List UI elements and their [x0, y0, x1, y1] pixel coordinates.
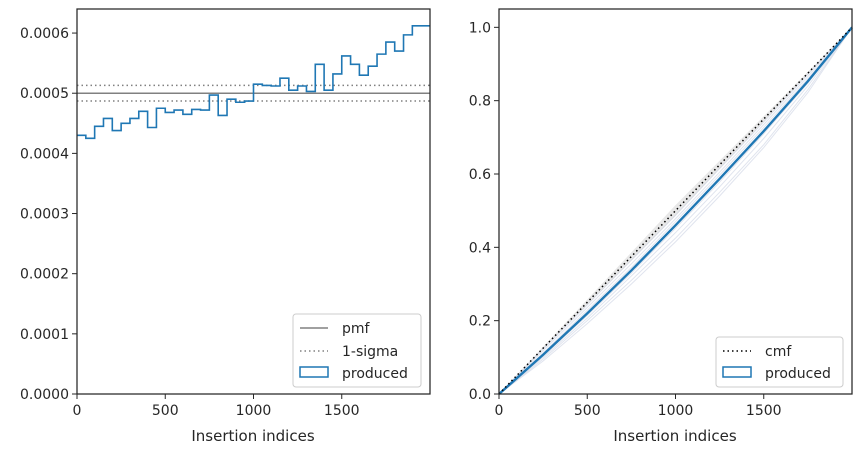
left-legend-box [292, 313, 422, 388]
right-plot-background [499, 9, 852, 394]
background-sample-line [498, 26, 853, 395]
legend-produced-swatch [299, 366, 329, 378]
right-chart-panel: 0 500 1000 1500 0.0 0.2 0.4 0.6 0.8 1.0 Insertio… [469, 8, 853, 445]
left-y-tick-label: 0.0002 [20, 267, 69, 283]
background-sample-line [498, 26, 853, 395]
right-y-tick-label: 1.0 [469, 20, 491, 36]
left-chart-panel: 0 500 1000 1500 0.00000.00010.00020.00030.0… [20, 8, 431, 445]
legend-produced-label-right: produced [765, 366, 831, 382]
right-y-tick-label: 0.0 [469, 387, 491, 403]
right-y-tick-label: 0.4 [469, 240, 491, 256]
right-series [498, 26, 853, 395]
left-y-tick-label: 0.0000 [20, 387, 69, 403]
left-x-tick-label: 500 [152, 403, 179, 419]
left-y-tick-label: 0.0006 [20, 26, 69, 42]
background-sample-line [498, 27, 853, 395]
right-legend: cmf produced [715, 336, 844, 388]
left-legend: pmf 1-sigma produced [292, 313, 422, 388]
right-y-tick-label: 0.6 [469, 167, 491, 183]
legend-1-sigma-label: 1-sigma [342, 344, 398, 360]
right-x-axis-label: Insertion indices [613, 427, 736, 445]
right-y-tick-label: 0.8 [469, 94, 491, 110]
legend-produced-label: produced [342, 366, 408, 382]
left-y-ticks: 0.0000 0.0001 0.0002 0.0003 0.0004 0.0005 0.00… [20, 26, 77, 403]
background-sample-line [498, 27, 853, 395]
right-x-tick-label: 0 [495, 403, 504, 419]
right-legend-box [715, 336, 844, 388]
right-x-tick-label: 1000 [658, 403, 694, 419]
background-sample-line [498, 27, 853, 395]
right-x-tick-label: 1500 [746, 403, 782, 419]
legend-cmf-label: cmf [765, 344, 792, 360]
left-y-tick-label: 0.0004 [20, 146, 69, 162]
left-series [77, 25, 430, 140]
cmf-line [498, 26, 853, 395]
left-y-tick-label: 0.0005 [20, 86, 69, 102]
right-x-tick-label: 500 [574, 403, 601, 419]
background-sample-line [498, 27, 853, 395]
legend-produced-swatch-right [722, 366, 752, 378]
left-x-tick-label: 1500 [324, 403, 360, 419]
legend-pmf-label: pmf [342, 321, 371, 337]
left-y-tick-label: 0.0003 [20, 207, 69, 223]
right-x-ticks: 0 500 1000 1500 [495, 394, 782, 419]
left-x-tick-label: 1000 [236, 403, 272, 419]
left-x-tick-label: 0 [73, 403, 82, 419]
right-y-tick-label: 0.2 [469, 314, 491, 330]
produced-step-line [77, 25, 430, 140]
left-x-ticks: 0 500 1000 1500 [73, 394, 360, 419]
produced-line [498, 26, 853, 395]
left-x-axis-label: Insertion indices [191, 427, 314, 445]
left-y-tick-label: 0.0001 [20, 327, 69, 343]
right-y-ticks: 0.0 0.2 0.4 0.6 0.8 1.0 [469, 20, 499, 403]
